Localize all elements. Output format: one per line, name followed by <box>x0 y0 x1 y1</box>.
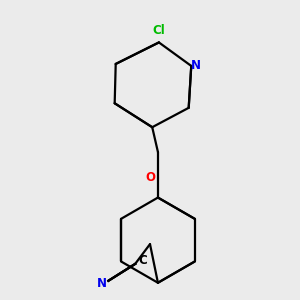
Text: Cl: Cl <box>152 24 165 37</box>
Text: O: O <box>145 171 155 184</box>
Text: N: N <box>191 59 201 72</box>
Text: N: N <box>97 277 106 290</box>
Text: C: C <box>139 254 147 268</box>
